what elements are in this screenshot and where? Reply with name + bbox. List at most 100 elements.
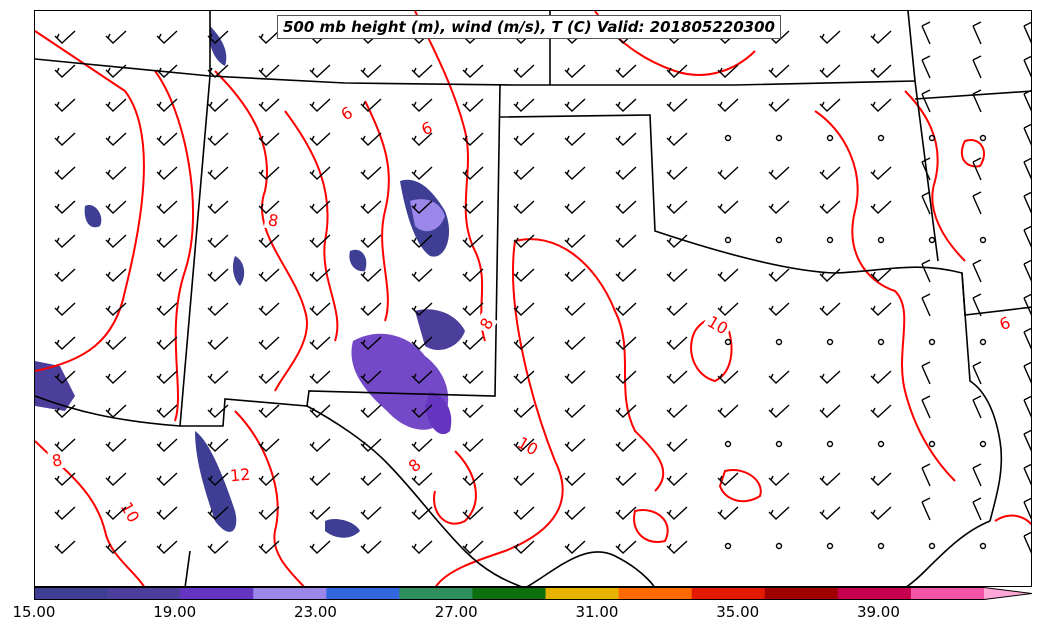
wind-barb [564,64,586,78]
wind-barb [156,98,178,112]
wind-barb [666,336,688,350]
wind-barb [921,55,931,79]
wind-barb [54,98,76,112]
wind-barb [309,132,331,146]
wind-barb [360,370,382,384]
colorbar-segment [107,587,181,600]
wind-barb [972,395,982,419]
colorbar-segment [984,587,1032,600]
wind-barb [258,472,280,486]
wind-barb [360,234,382,248]
wind-barb [54,268,76,282]
contour-label-bg [994,311,1016,335]
wind-barb [666,200,688,214]
calm-wind-marker [826,338,834,346]
wind-barb [105,64,127,78]
wind-barb [870,200,892,214]
wind-barb [54,336,76,350]
contour-line [994,514,1031,526]
wind-barb [156,132,178,146]
wind-barb [462,404,484,418]
wind-barb [462,200,484,214]
wind-barb [360,64,382,78]
wind-barb [258,438,280,452]
wind-barb [615,540,637,554]
wind-barb [411,472,433,486]
wind-barb [666,98,688,112]
wind-barb [513,268,535,282]
wind-barb [972,89,982,113]
wind-barb [513,98,535,112]
wind-barb [258,98,280,112]
contour-line [904,90,966,262]
wind-barb [615,506,637,520]
wind-barb [309,98,331,112]
wind-barb [972,191,982,215]
wind-barb [207,472,229,486]
wind-barb [870,370,892,384]
wind-barb [462,98,484,112]
contour-line [414,11,486,342]
wind-barb [309,404,331,418]
wind-barb [972,293,982,317]
wind-barb [360,268,382,282]
wind-barb [105,234,127,248]
wind-barb [462,302,484,316]
wind-barb [462,438,484,452]
wind-barb [207,540,229,554]
wind-barb [870,268,892,282]
wind-barb [615,234,637,248]
colorbar-tick-label: 39.00 [856,603,900,621]
wind-barb [411,132,433,146]
wind-barb [768,200,790,214]
wind-barb [513,234,535,248]
calm-wind-marker [928,440,936,448]
wind-barb [564,472,586,486]
wind-barb [972,497,982,521]
wind-barb [564,370,586,384]
wind-barb [972,361,982,385]
wind-barb [768,98,790,112]
wind-barb [819,472,841,486]
wind-barb [207,506,229,520]
wind-barb [54,438,76,452]
colorbar-segment [545,587,620,600]
wind-barb [819,370,841,384]
wind-barb [513,132,535,146]
wind-barb [1023,395,1031,418]
wind-barb [513,472,535,486]
wind-barb [717,268,739,282]
colorbar-segment [472,587,547,600]
wind-barb [921,497,931,521]
wind-barb [156,234,178,248]
contour-label: 12 [229,465,251,486]
wind-barb [615,132,637,146]
wind-barb [921,361,931,385]
wind-barb [921,293,931,317]
wind-barb [1023,327,1031,350]
wind-barb [564,200,586,214]
wind-barb [564,268,586,282]
wind-barb [1023,55,1031,78]
wind-barb [462,472,484,486]
colorbar-outline [34,587,1032,600]
colorbar-segment [764,587,839,600]
wind-barb [666,268,688,282]
wind-barb [666,132,688,146]
contour-line [718,469,762,503]
wind-barb [156,540,178,554]
wind-barb [411,438,433,452]
calm-wind-marker [724,542,732,550]
calm-wind-marker [826,236,834,244]
colorbar-tick-label: 19.00 [153,603,197,621]
colorbar-segment [691,587,766,600]
wind-barb [921,157,931,181]
border-line [907,11,939,262]
colorbar-segment [618,587,693,600]
wind-barb [1023,497,1031,520]
wind-barb [1023,259,1031,282]
wind-barb [360,166,382,180]
wind-barb [411,64,433,78]
contour-line [364,100,390,322]
border-line [306,405,522,586]
